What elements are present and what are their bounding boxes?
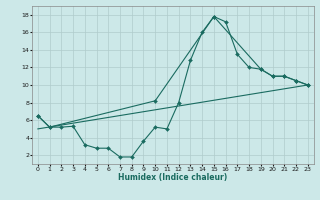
X-axis label: Humidex (Indice chaleur): Humidex (Indice chaleur) [118,173,228,182]
